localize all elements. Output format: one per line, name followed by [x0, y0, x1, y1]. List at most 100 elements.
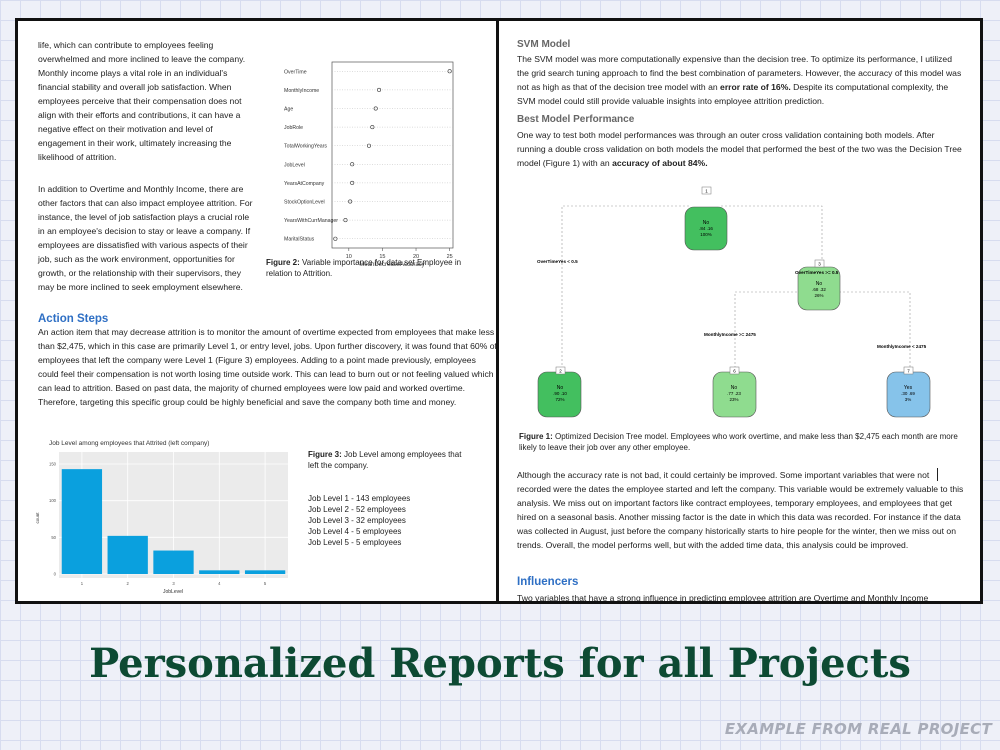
job-level-line: Job Level 3 - 32 employees [308, 516, 406, 525]
figure3-caption: Figure 3: Job Level among employees that… [308, 450, 462, 470]
best-model-paragraph: One way to test both model performances … [517, 130, 962, 168]
row-label: YearsAtCompany [284, 181, 325, 187]
svm-paragraph: The SVM model was more computationally e… [517, 54, 962, 106]
svg-text:.68 .32: .68 .32 [812, 287, 826, 292]
job-level-line: Job Level 5 - 5 employees [308, 538, 402, 547]
tree-node-6: 6 No .77 .23 23% [712, 366, 757, 418]
x-tick-label: 20 [413, 254, 419, 260]
job-level-line: Job Level 1 - 143 employees [308, 494, 411, 503]
factors-paragraph: In addition to Overtime and Monthly Inco… [38, 184, 253, 292]
y-tick-label: 150 [49, 462, 57, 467]
text-cursor [937, 468, 938, 481]
importance-point [370, 125, 375, 130]
row-label: MaritalStatus [284, 237, 315, 243]
intro-paragraph: life, which can contribute to employees … [38, 40, 246, 162]
importance-point [333, 236, 338, 241]
importance-point [348, 199, 353, 204]
action-steps-heading: Action Steps [38, 313, 109, 325]
svg-text:.30 .69: .30 .69 [901, 391, 915, 396]
example-stamp: EXAMPLE FROM REAL PROJECT [724, 720, 992, 738]
svg-text:23%: 23% [729, 397, 738, 402]
x-tick-label: 5 [264, 581, 267, 586]
tree-node-1: 1 No .84 .16 100% [684, 186, 728, 251]
report-page-right: SVM Model The SVM model was more computa… [499, 21, 980, 601]
page-divider [496, 21, 499, 601]
svg-text:.84 .16: .84 .16 [699, 226, 713, 231]
svg-text:Yes: Yes [904, 385, 913, 391]
svg-text:.77 .23: .77 .23 [727, 391, 741, 396]
influencers-heading: Influencers [517, 576, 579, 588]
tree-node-3: 3 No .68 .32 26% [797, 259, 841, 311]
figure2-caption: Figure 2: Variable importance for data s… [266, 258, 462, 278]
influencers-paragraph: Two variables that have a strong influen… [517, 593, 929, 601]
svg-text:2: 2 [559, 369, 562, 374]
row-label: Age [284, 107, 293, 113]
x-tick-label: 3 [172, 581, 175, 586]
job-level-line: Job Level 2 - 52 employees [308, 505, 406, 514]
row-label: MonthlyIncome [284, 88, 319, 94]
svg-text:3: 3 [818, 262, 821, 267]
report-page-left: life, which can contribute to employees … [18, 21, 496, 601]
svg-text:26%: 26% [814, 293, 823, 298]
x-tick-label: 1 [81, 581, 84, 586]
svg-text:.90 .10: .90 .10 [553, 391, 567, 396]
tree-node-7: 7 Yes .30 .69 3% [886, 366, 931, 418]
best-model-heading: Best Model Performance [517, 114, 635, 125]
split-label: OverTimeYes < 0.5 [537, 259, 578, 264]
x-axis-label: MeanDecreaseAccuracy [359, 262, 424, 268]
x-tick-label: 10 [346, 254, 352, 260]
bar [107, 535, 148, 574]
svg-text:No: No [731, 385, 738, 391]
y-tick-label: 50 [51, 535, 56, 540]
bar [199, 570, 240, 574]
row-label: StockOptionLevel [284, 200, 325, 206]
importance-point [350, 162, 355, 167]
accuracy-paragraph: Although the accuracy rate is not bad, i… [517, 470, 964, 550]
importance-point [350, 180, 355, 185]
svg-text:No: No [816, 281, 823, 287]
variable-importance-chart: OverTime MonthlyIncome Age JobRole TotalWork… [284, 61, 454, 268]
job-level-list: Job Level 1 - 143 employees Job Level 2 … [308, 493, 410, 548]
x-tick-label: 25 [447, 254, 453, 260]
plot-frame [331, 61, 454, 249]
action-steps-paragraph: An action item that may decrease attriti… [38, 327, 496, 407]
page-title: Personalized Reports for all Projects [89, 640, 911, 687]
split-label: MonthlyIncome >= 2475 [704, 332, 756, 337]
svg-text:1: 1 [705, 189, 708, 194]
bar [61, 469, 103, 574]
importance-point [343, 218, 348, 223]
bar [153, 550, 194, 574]
x-tick-label: 15 [379, 254, 385, 260]
importance-point [447, 69, 452, 74]
decision-tree-diagram: 1 No .84 .16 100% 3 No .68 .32 26% 2 No … [537, 186, 931, 418]
x-tick-label: 2 [127, 581, 130, 586]
row-label: OverTime [284, 69, 307, 75]
svg-text:No: No [703, 220, 710, 226]
svg-text:100%: 100% [700, 232, 712, 237]
row-label: JobRole [284, 125, 303, 131]
figure1-caption: Figure 1: Optimized Decision Tree model.… [519, 432, 958, 452]
job-level-line: Job Level 4 - 5 employees [308, 527, 402, 536]
row-label: JobLevel [284, 162, 305, 168]
importance-point [366, 143, 371, 148]
y-tick-label: 0 [54, 572, 57, 577]
tree-edges [561, 205, 911, 371]
svg-text:6: 6 [733, 369, 736, 374]
svg-text:7: 7 [907, 369, 910, 374]
x-tick-label: 4 [218, 581, 221, 586]
row-label: TotalWorkingYears [284, 144, 327, 150]
tree-node-2: 2 No .90 .10 72% [537, 366, 582, 418]
y-axis-label: count [35, 512, 40, 524]
split-label: MonthlyIncome < 2475 [877, 344, 927, 349]
split-label: OverTimeYes >= 0.5 [795, 270, 839, 275]
bar [244, 570, 286, 574]
svm-heading: SVM Model [517, 39, 571, 50]
job-level-bar-chart: Job Level among employees that Attrited … [35, 440, 288, 595]
importance-point [377, 87, 382, 92]
svg-text:72%: 72% [555, 397, 564, 402]
chart-title: Job Level among employees that Attrited … [49, 440, 209, 447]
row-label: YearsWithCurrManager [284, 218, 338, 224]
report-frame: life, which can contribute to employees … [15, 18, 983, 604]
y-tick-label: 100 [49, 498, 57, 503]
svg-text:No: No [557, 385, 564, 391]
